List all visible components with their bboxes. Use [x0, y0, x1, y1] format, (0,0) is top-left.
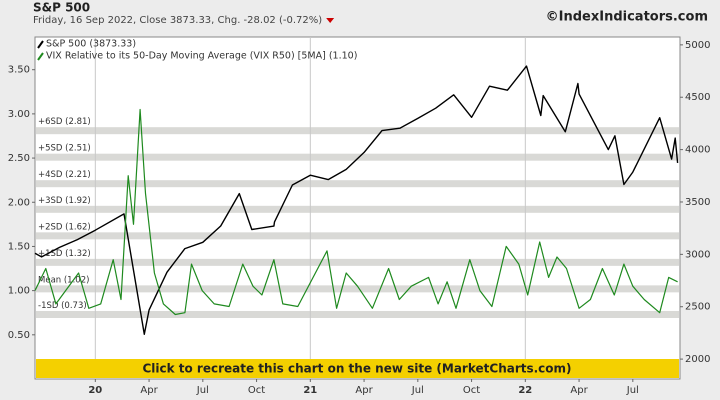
- x-tick-label: Jul: [196, 385, 209, 396]
- sd-band-label: +1SD (1.32): [38, 249, 91, 259]
- legend-swatch: [37, 40, 44, 49]
- y2-tick-label: 5000: [685, 40, 710, 51]
- x-tick-label: Oct: [463, 385, 480, 396]
- y2-tick-label: 3000: [685, 249, 710, 260]
- sd-band-label: +3SD (1.92): [38, 196, 91, 206]
- legend-label: VIX Relative to its 50-Day Moving Averag…: [46, 51, 357, 62]
- y-tick-label: 2.50: [8, 153, 30, 164]
- x-tick-label: Apr: [140, 385, 158, 396]
- sd-band: [36, 258, 679, 266]
- chart-subtitle: Friday, 16 Sep 2022, Close 3873.33, Chg.…: [33, 15, 322, 26]
- series-line: [34, 108, 678, 316]
- chart-title: S&P 500: [33, 1, 90, 15]
- y-tick-label: 0.50: [8, 330, 30, 341]
- sd-band: [36, 232, 679, 240]
- y-tick-label: 1.00: [8, 286, 30, 297]
- x-tick-label: Apr: [570, 385, 588, 396]
- sd-band: [36, 127, 679, 135]
- sd-band: [36, 153, 679, 161]
- credit: ©IndexIndicators.com: [546, 10, 708, 25]
- y2-tick-label: 2000: [685, 354, 710, 365]
- sd-band: [36, 310, 679, 318]
- x-tick-label: Apr: [355, 385, 373, 396]
- sd-band-label: +4SD (2.21): [38, 170, 91, 180]
- x-tick-label: 20: [88, 385, 102, 396]
- y-tick-label: 3.50: [8, 65, 30, 76]
- down-arrow: [326, 18, 335, 23]
- banner[interactable]: [36, 359, 679, 378]
- x-tick-label: 21: [303, 385, 317, 396]
- x-tick-label: Jul: [411, 385, 424, 396]
- y-tick-label: 3.00: [8, 109, 30, 120]
- x-tick-label: Jul: [626, 385, 639, 396]
- y2-tick-label: 4000: [685, 145, 710, 156]
- sd-band-label: Mean (1.02): [38, 275, 89, 285]
- y-tick-label: 2.00: [8, 197, 30, 208]
- y-tick-label: 1.50: [8, 241, 30, 252]
- y2-tick-label: 3500: [685, 197, 710, 208]
- y2-tick-label: 4500: [685, 92, 710, 103]
- y2-tick-label: 2500: [685, 302, 710, 313]
- series-line: [34, 65, 679, 335]
- legend-label: S&P 500 (3873.33): [46, 39, 136, 50]
- sd-band-label: -1SD (0.73): [38, 301, 87, 311]
- sd-band-label: +6SD (2.81): [38, 117, 91, 127]
- legend-swatch: [37, 52, 44, 61]
- sd-band-label: +5SD (2.51): [38, 144, 91, 154]
- banner-link[interactable]: Click to recreate this chart on the new …: [142, 362, 571, 376]
- sd-band: [36, 205, 679, 213]
- sd-band-label: +2SD (1.62): [38, 222, 91, 232]
- x-tick-label: 22: [518, 385, 532, 396]
- sd-band: [36, 285, 679, 293]
- x-tick-label: Oct: [248, 385, 265, 396]
- sd-band: [36, 180, 679, 188]
